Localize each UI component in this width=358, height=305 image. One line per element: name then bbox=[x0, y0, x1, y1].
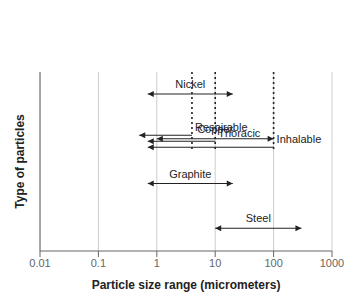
svg-text:1000: 1000 bbox=[320, 257, 344, 269]
svg-text:Respirable: Respirable bbox=[195, 121, 248, 133]
svg-text:0.1: 0.1 bbox=[91, 257, 106, 269]
svg-text:Inhalable: Inhalable bbox=[277, 133, 322, 145]
svg-text:Nickel: Nickel bbox=[175, 78, 205, 90]
svg-text:10: 10 bbox=[209, 257, 221, 269]
svg-text:1: 1 bbox=[154, 257, 160, 269]
svg-text:Particle size range (micromete: Particle size range (micrometers) bbox=[92, 278, 281, 292]
svg-text:Steel: Steel bbox=[246, 212, 271, 224]
svg-text:Graphite: Graphite bbox=[169, 168, 211, 180]
svg-text:0.01: 0.01 bbox=[29, 257, 50, 269]
svg-text:Type of particles: Type of particles bbox=[13, 114, 27, 209]
svg-text:100: 100 bbox=[264, 257, 282, 269]
